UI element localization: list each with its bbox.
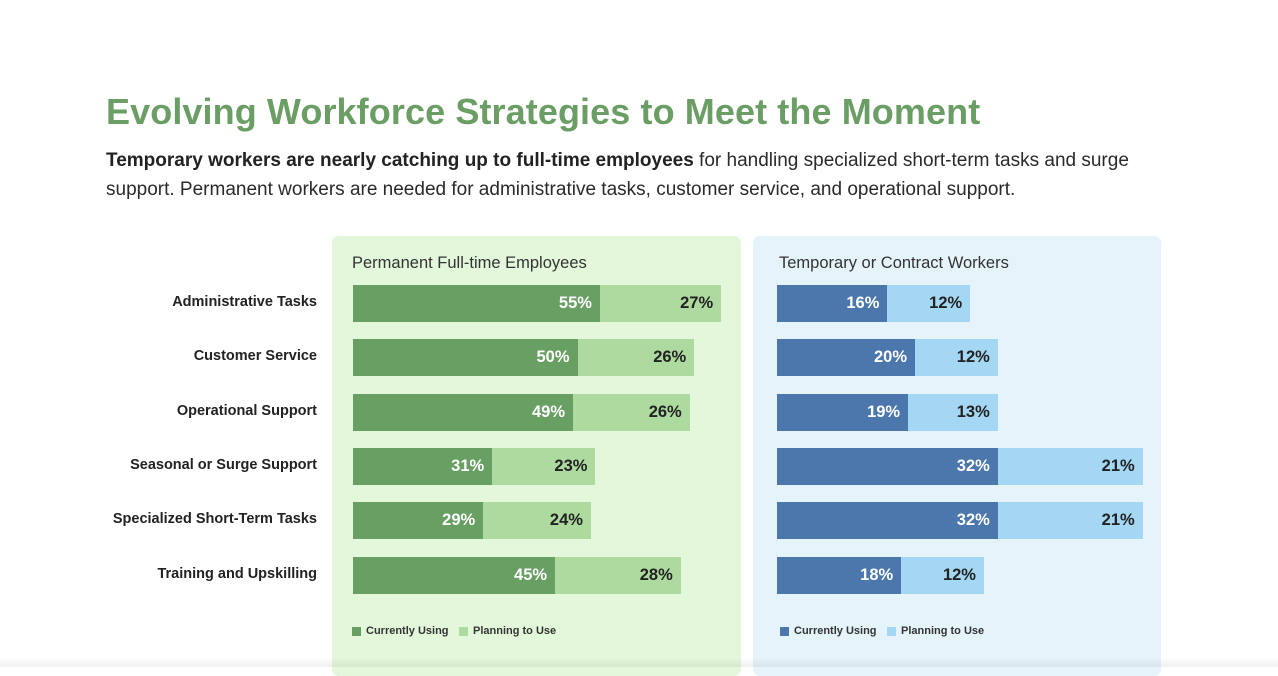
temp-bar-planning: 21% bbox=[997, 447, 1143, 485]
temp-bar-value-label: 12% bbox=[929, 293, 963, 312]
perm-bar-value-label: 49% bbox=[531, 402, 565, 421]
perm-legend-item: Currently Using bbox=[352, 625, 449, 637]
page-subtitle: Temporary workers are nearly catching up… bbox=[106, 146, 1166, 204]
temp-bar-current: 32% bbox=[777, 501, 998, 539]
permanent-panel-title: Permanent Full-time Employees bbox=[352, 254, 587, 272]
temp-bar-value-label: 18% bbox=[860, 565, 894, 584]
subtitle-text: for handling specialized short-term task… bbox=[106, 150, 1129, 200]
temp-bar-value-label: 32% bbox=[956, 510, 990, 529]
perm-bar-planning: 26% bbox=[573, 393, 690, 431]
temp-bar-planning: 21% bbox=[997, 501, 1143, 539]
perm-bar-value-label: 27% bbox=[680, 293, 714, 312]
perm-bar-current: 31% bbox=[353, 447, 493, 485]
temp-bar-planning: 12% bbox=[901, 556, 984, 594]
perm-legend-label: Planning to Use bbox=[473, 625, 557, 637]
temp-bar-current: 32% bbox=[777, 447, 998, 485]
temp-legend-label: Planning to Use bbox=[901, 625, 985, 637]
perm-bar-current: 49% bbox=[353, 393, 573, 431]
perm-bar-value-label: 26% bbox=[653, 347, 687, 366]
temp-bar-planning: 13% bbox=[908, 393, 998, 431]
page-title: Evolving Workforce Strategies to Meet th… bbox=[106, 91, 981, 132]
category-label: Customer Service bbox=[193, 348, 317, 364]
perm-bar-value-label: 24% bbox=[549, 510, 583, 529]
category-label: Operational Support bbox=[176, 403, 317, 419]
temp-bar-current: 20% bbox=[777, 338, 915, 376]
perm-bar-current: 50% bbox=[353, 338, 578, 376]
temp-bar-value-label: 20% bbox=[873, 347, 907, 366]
perm-bar-value-label: 26% bbox=[648, 402, 682, 421]
perm-bar-value-label: 45% bbox=[514, 565, 548, 584]
temp-bar-current: 16% bbox=[777, 284, 888, 322]
temp-bar-value-label: 13% bbox=[956, 402, 990, 421]
perm-bar-value-label: 23% bbox=[554, 456, 588, 475]
temp-bar-value-label: 16% bbox=[846, 293, 880, 312]
perm-legend-label: Currently Using bbox=[366, 625, 449, 637]
perm-legend-item: Planning to Use bbox=[459, 625, 556, 637]
category-label: Specialized Short-Term Tasks bbox=[112, 511, 317, 527]
temp-bar-value-label: 21% bbox=[1101, 456, 1135, 475]
temp-bar-value-label: 12% bbox=[956, 347, 990, 366]
category-label: Administrative Tasks bbox=[172, 294, 317, 310]
perm-legend-swatch bbox=[459, 626, 468, 636]
perm-bar-value-label: 29% bbox=[442, 510, 476, 529]
perm-bar-current: 55% bbox=[353, 284, 600, 322]
temp-legend-swatch bbox=[887, 626, 896, 636]
perm-bar-value-label: 55% bbox=[558, 293, 592, 312]
temp-legend-item: Currently Using bbox=[780, 625, 877, 637]
temporary-panel-title: Temporary or Contract Workers bbox=[779, 254, 1009, 272]
temp-bar-planning: 12% bbox=[887, 284, 971, 322]
perm-bar-value-label: 31% bbox=[451, 456, 485, 475]
temp-bar-planning: 12% bbox=[915, 338, 998, 376]
category-label: Training and Upskilling bbox=[157, 566, 317, 582]
perm-bar-current: 45% bbox=[353, 556, 556, 594]
perm-bar-current: 29% bbox=[353, 501, 484, 539]
temp-legend-item: Planning to Use bbox=[887, 625, 984, 637]
perm-legend-swatch bbox=[352, 626, 361, 636]
perm-bar-planning: 28% bbox=[555, 556, 681, 594]
temp-bar-value-label: 32% bbox=[956, 456, 990, 475]
perm-bar-value-label: 50% bbox=[536, 347, 570, 366]
subtitle-highlight: Temporary workers are nearly catching up… bbox=[106, 150, 694, 171]
perm-bar-value-label: 28% bbox=[639, 565, 673, 584]
perm-bar-planning: 24% bbox=[483, 501, 591, 539]
temp-bar-value-label: 21% bbox=[1101, 510, 1135, 529]
category-label: Seasonal or Surge Support bbox=[130, 457, 317, 473]
temp-legend-swatch bbox=[780, 626, 789, 636]
temp-legend-label: Currently Using bbox=[794, 625, 877, 637]
perm-bar-planning: 26% bbox=[577, 338, 695, 376]
temp-bar-value-label: 12% bbox=[942, 565, 976, 584]
perm-bar-planning: 23% bbox=[492, 447, 596, 485]
temp-bar-current: 18% bbox=[777, 556, 902, 594]
perm-bar-planning: 27% bbox=[599, 284, 722, 322]
temp-bar-current: 19% bbox=[777, 393, 909, 431]
temp-bar-value-label: 19% bbox=[867, 402, 901, 421]
